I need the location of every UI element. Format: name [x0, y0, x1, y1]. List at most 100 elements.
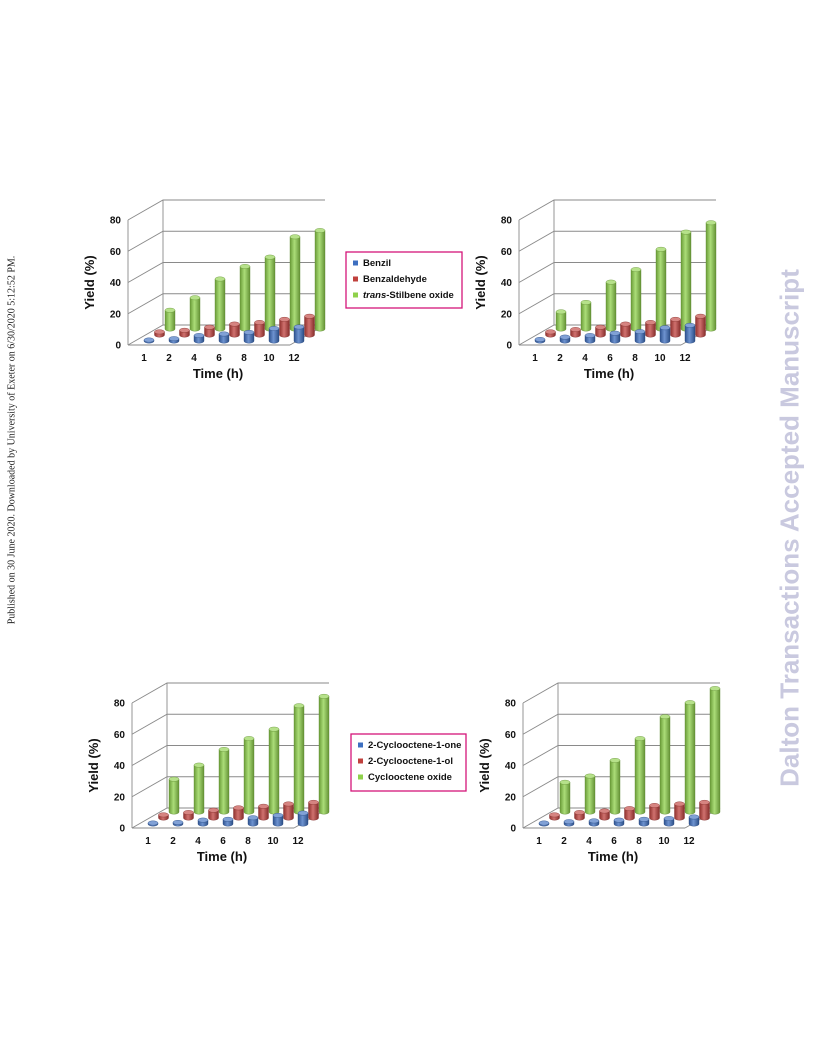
legend-frame — [345, 251, 463, 309]
bar — [229, 321, 240, 338]
bar — [563, 819, 575, 827]
y-tick-label: 20 — [114, 792, 126, 803]
bar — [172, 820, 184, 827]
bar — [688, 814, 700, 827]
y-tick-label: 80 — [501, 216, 513, 227]
chart-1-bars — [143, 228, 326, 344]
bar — [258, 803, 269, 821]
legend-entry: Cyclooctene oxide — [358, 772, 452, 783]
bar — [538, 820, 550, 827]
x-tick-label: 10 — [263, 353, 275, 364]
bar — [609, 330, 621, 344]
x-tick-label: 2 — [557, 353, 563, 364]
bar — [289, 234, 301, 332]
legend-swatch — [353, 260, 358, 266]
x-tick-label: 12 — [292, 836, 304, 847]
y-tick-label: 20 — [110, 309, 122, 320]
bar — [243, 330, 255, 344]
gridline — [127, 199, 325, 221]
y-tick-label: 80 — [110, 216, 122, 227]
bar — [204, 324, 215, 338]
bar — [555, 309, 567, 332]
legend-swatch — [353, 292, 358, 298]
x-tick-label: 1 — [145, 836, 151, 847]
legend-label: trans-Stilbene oxide — [363, 290, 454, 301]
bar — [247, 815, 259, 827]
bar — [168, 776, 180, 815]
legend-label: 2-Cyclooctene-1-ol — [368, 756, 453, 767]
bar — [599, 808, 610, 821]
y-tick-label: 60 — [501, 247, 513, 258]
x-tick-label: 6 — [607, 353, 613, 364]
bar — [674, 801, 685, 821]
chart-1-grid — [127, 199, 326, 346]
bar — [158, 812, 169, 821]
y-tick-label: 40 — [110, 278, 122, 289]
x-tick-label: 10 — [658, 836, 670, 847]
bar — [243, 736, 255, 815]
x-tick-label: 6 — [216, 353, 222, 364]
y-axis-title: Yield (%) — [473, 255, 488, 309]
bar — [193, 762, 205, 815]
bar — [264, 254, 276, 332]
chart-3-legend: 2-Cyclooctene-1-one 2-Cyclooctene-1-ol Cyc… — [350, 733, 467, 792]
x-tick-label: 8 — [241, 353, 247, 364]
x-tick-label: 10 — [267, 836, 279, 847]
y-tick-label: 0 — [510, 824, 516, 835]
chart-2-bars — [534, 220, 717, 344]
chart-3-bars — [147, 693, 330, 827]
bar — [559, 334, 571, 344]
x-tick-label: 2 — [561, 836, 567, 847]
gridline — [131, 682, 329, 704]
bar — [279, 316, 290, 338]
bar — [620, 321, 631, 338]
bar — [254, 320, 265, 338]
legend-label: 2-Cyclooctene-1-one — [368, 740, 461, 751]
bar — [239, 264, 251, 332]
bar — [634, 329, 646, 344]
bar — [272, 813, 284, 827]
legend-label: Cyclooctene oxide — [368, 772, 452, 783]
bar — [699, 799, 710, 821]
y-tick-label: 20 — [505, 792, 517, 803]
bar — [545, 329, 556, 338]
bar — [183, 810, 194, 821]
y-axis-title: Yield (%) — [477, 738, 492, 792]
legend-frame — [350, 733, 467, 792]
bar — [293, 324, 305, 344]
x-axis-title: Time (h) — [193, 366, 243, 381]
bar — [659, 714, 671, 815]
bar — [293, 703, 305, 815]
bar — [143, 337, 155, 344]
x-tick-label: 8 — [632, 353, 638, 364]
legend-label-italic: trans — [363, 290, 386, 301]
y-tick-label: 80 — [114, 699, 126, 710]
bar — [649, 803, 660, 821]
legend-label: Benzaldehyde — [363, 274, 427, 285]
legend-entry: 2-Cyclooctene-1-ol — [358, 756, 453, 767]
bar — [695, 313, 706, 338]
bar — [609, 758, 621, 815]
x-tick-label: 4 — [195, 836, 201, 847]
bar — [663, 816, 675, 827]
y-tick-label: 20 — [501, 309, 513, 320]
x-tick-label: 6 — [220, 836, 226, 847]
y-tick-label: 80 — [505, 699, 517, 710]
bar — [580, 300, 592, 332]
gridline — [518, 199, 716, 221]
bar — [574, 810, 585, 821]
legend-swatch — [353, 276, 358, 282]
bar — [534, 337, 546, 344]
bar — [634, 736, 646, 815]
x-tick-label: 12 — [679, 353, 691, 364]
bar — [164, 307, 176, 332]
bar — [709, 686, 721, 815]
legend-swatch — [358, 758, 363, 764]
bar — [197, 817, 209, 827]
bar — [314, 228, 326, 332]
bar — [584, 773, 596, 815]
